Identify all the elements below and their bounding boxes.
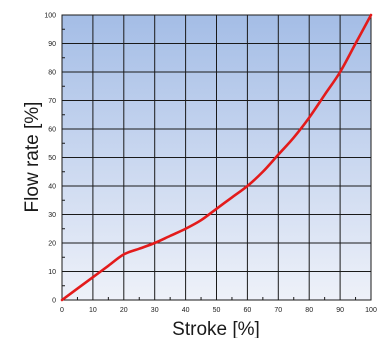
y-tick-label: 60: [48, 127, 56, 134]
grid-lines: [62, 15, 371, 300]
y-tick-label: 20: [48, 241, 56, 248]
x-tick-label: 80: [305, 307, 313, 314]
y-tick-label: 10: [48, 269, 56, 276]
y-axis-label: Flow rate [%]: [22, 102, 43, 213]
y-tick-label: 0: [52, 298, 56, 305]
x-tick-label: 40: [182, 307, 190, 314]
y-tick-label: 80: [48, 70, 56, 77]
y-tick-label: 90: [48, 41, 56, 48]
x-tick-label: 90: [336, 307, 344, 314]
y-tick-label: 100: [44, 13, 56, 20]
y-tick-label: 30: [48, 212, 56, 219]
x-tick-label: 60: [244, 307, 252, 314]
axis-ticks: 0 10 20 30 40 50 60 70 80 90 100 0 10 20 30 40 50 60 70 80 9…: [44, 13, 377, 315]
y-tick-label: 40: [48, 184, 56, 191]
x-tick-label: 70: [274, 307, 282, 314]
y-tick-label: 70: [48, 98, 56, 105]
x-tick-label: 30: [151, 307, 159, 314]
x-tick-label: 20: [120, 307, 128, 314]
x-tick-label: 0: [60, 307, 64, 314]
series-layer: [60, 13, 373, 302]
x-axis-label: Stroke [%]: [172, 319, 260, 338]
plot-border: [61, 14, 372, 301]
series-line: [60, 13, 373, 302]
x-tick-label: 10: [89, 307, 97, 314]
x-tick-label: 50: [213, 307, 221, 314]
y-tick-label: 50: [48, 155, 56, 162]
x-tick-label: 100: [365, 307, 377, 314]
